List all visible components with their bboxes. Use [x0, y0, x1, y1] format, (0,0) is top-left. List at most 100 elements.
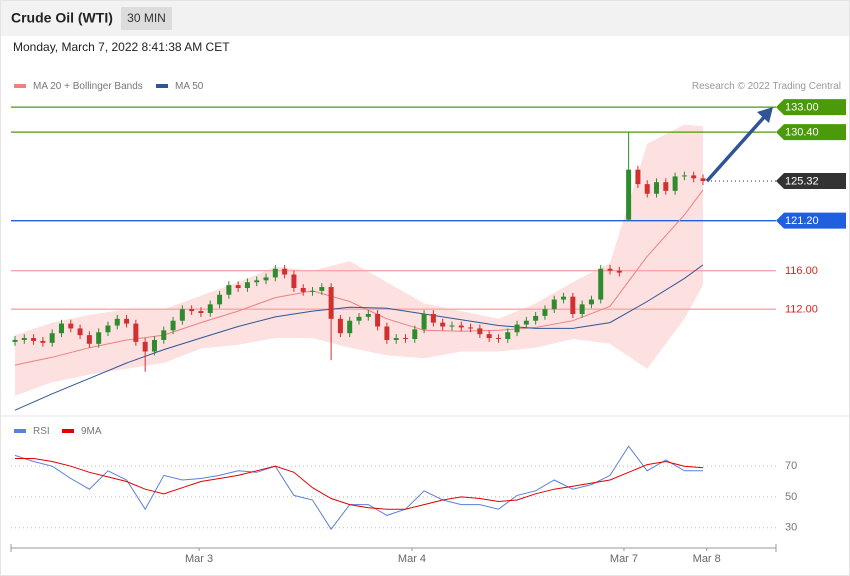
interval[interactable]: 30 MIN: [127, 11, 166, 25]
legend-entry: RSI: [33, 426, 50, 437]
candle-body: [644, 184, 650, 194]
ma50-line: [14, 264, 704, 411]
candle-body: [226, 285, 232, 295]
candle-body: [77, 328, 83, 336]
y-tick-label: 70: [785, 460, 797, 472]
candle-body: [458, 325, 464, 328]
candle-body: [21, 338, 27, 340]
candle-body: [300, 288, 306, 292]
candle-body: [179, 309, 185, 321]
legend-swatch: [14, 84, 26, 88]
candle-body: [254, 280, 260, 283]
candle-body: [124, 318, 130, 324]
level-label: 112.00: [785, 304, 818, 316]
candle-body: [616, 270, 622, 273]
candle-body: [449, 325, 455, 327]
candle-body: [477, 328, 483, 335]
candle-body: [402, 338, 408, 340]
x-tick-label: Mar 8: [693, 553, 721, 565]
candle-body: [244, 282, 250, 289]
candle-body: [86, 335, 92, 344]
candle-body: [570, 296, 576, 314]
title: Crude Oil (WTI): [11, 10, 113, 26]
level-label: 133.00: [785, 102, 819, 114]
candle-body: [31, 338, 37, 341]
candle-body: [207, 304, 213, 314]
legend-swatch: [14, 429, 26, 433]
candle-body: [114, 318, 120, 326]
price-panel: 133.00 130.40 125.32 121.20 116.00 112.00: [11, 99, 846, 411]
target-arrow: [705, 113, 768, 183]
candle-body: [319, 287, 325, 291]
candle-body: [105, 325, 111, 333]
candle-body: [579, 304, 585, 314]
candle-body: [142, 341, 148, 352]
candle-body: [551, 299, 557, 310]
candle-body: [12, 339, 18, 342]
candle-body: [384, 326, 390, 340]
candle-body: [626, 169, 632, 220]
candle-body: [96, 332, 102, 344]
candle-body: [198, 311, 204, 314]
candle-body: [495, 338, 501, 340]
candle-body: [514, 324, 520, 333]
candle-body: [347, 320, 353, 334]
candle-body: [430, 313, 436, 323]
candle-body: [161, 330, 167, 340]
candle-body: [133, 323, 139, 342]
candle-body: [598, 268, 604, 300]
level-label: 121.20: [785, 215, 819, 227]
target-arrowhead: [757, 107, 773, 123]
candle-body: [542, 309, 548, 316]
level-label: 125.32: [785, 175, 819, 187]
candle-body: [40, 340, 46, 343]
candle-body: [700, 178, 706, 182]
candle-body: [272, 268, 278, 278]
candle-body: [440, 322, 446, 327]
legend-swatch: [156, 84, 168, 88]
candle-body: [486, 334, 492, 339]
candle-body: [654, 182, 660, 194]
candle-body: [282, 268, 288, 275]
candle-body: [375, 313, 381, 327]
candle-body: [672, 176, 678, 191]
y-tick-label: 50: [785, 491, 797, 503]
candle-body: [49, 333, 55, 343]
candle-body: [393, 338, 399, 340]
level-tag: [776, 212, 846, 229]
x-tick-label: Mar 4: [398, 553, 426, 565]
candle-body: [663, 182, 669, 191]
candle-body: [523, 320, 529, 325]
candle-body: [337, 318, 343, 334]
level-tag: [776, 173, 846, 190]
legend-entry: 9MA: [81, 426, 102, 437]
level-tag: [776, 99, 846, 116]
candle-body: [151, 339, 157, 352]
candle-body: [681, 175, 687, 177]
candle-body: [561, 296, 567, 300]
candle-body: [235, 285, 241, 289]
candle-body: [607, 268, 613, 271]
level-label: 116.00: [785, 265, 818, 277]
level-label: 130.40: [785, 127, 819, 139]
candle-body: [68, 323, 74, 329]
candle-body: [58, 323, 64, 334]
candle-body: [691, 175, 697, 179]
legend-swatch: [62, 429, 74, 433]
candle-body: [533, 315, 539, 321]
candle-body: [217, 294, 223, 305]
candle-body: [635, 169, 641, 185]
candle-body: [365, 313, 371, 317]
candle-body: [356, 316, 362, 321]
candle-body: [468, 327, 474, 329]
x-tick-label: Mar 7: [610, 553, 638, 565]
legend-entry: MA 50: [175, 81, 204, 92]
candle-body: [328, 287, 334, 319]
candle-body: [170, 320, 176, 331]
candle-body: [263, 277, 269, 281]
y-tick-label: 30: [785, 522, 797, 534]
interval-box[interactable]: [121, 7, 172, 30]
